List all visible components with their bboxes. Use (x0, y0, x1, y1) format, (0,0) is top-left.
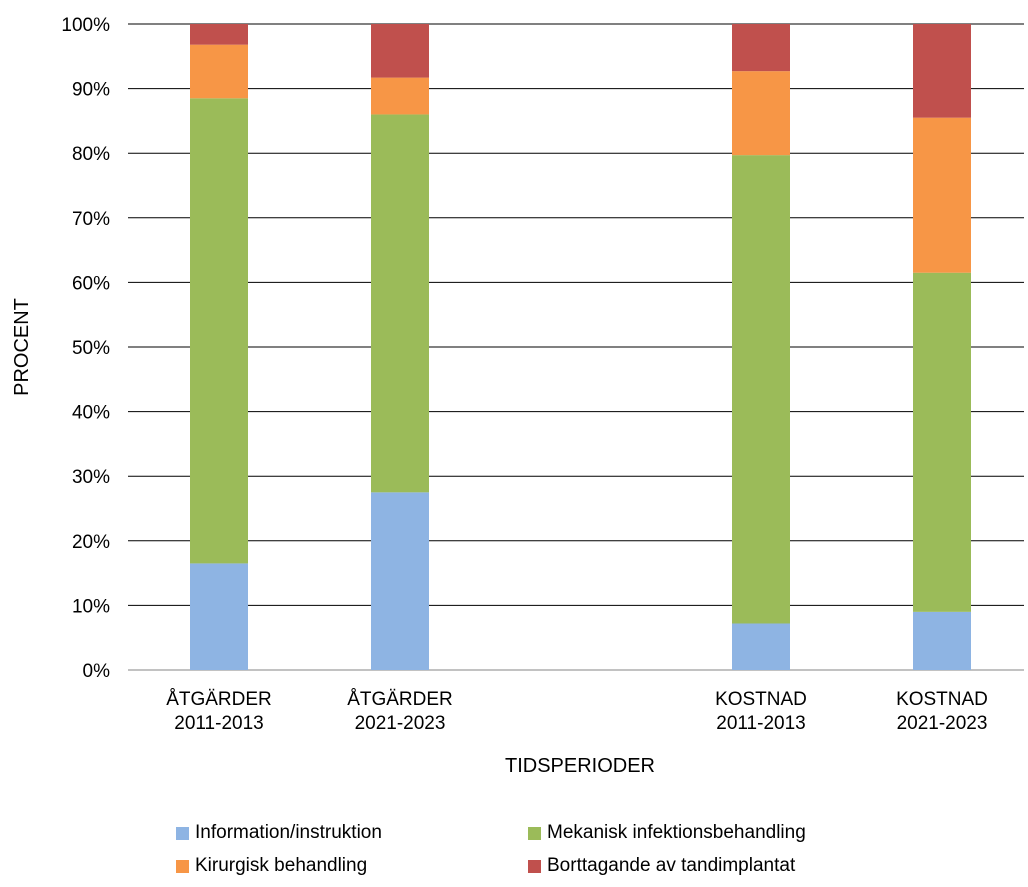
x-category-label: 2021-2023 (355, 713, 446, 734)
bar-segment (732, 623, 790, 670)
x-category-label: 2021-2023 (897, 713, 988, 734)
y-tick-label: 50% (72, 338, 110, 359)
bar-segment (371, 114, 429, 493)
bar-segment (190, 98, 248, 564)
x-category-label: 2011-2013 (716, 713, 805, 734)
x-axis-categories: ÅTGÄRDER 2011-2013 ÅTGÄRDER 2021-2023 KOSTNA… (166, 689, 988, 734)
bar-segment (190, 24, 248, 45)
bar-segment (732, 24, 790, 72)
y-axis-ticks: 0% 10% 20% 30% 40% 50% 60% 70% 80% 90% 100% (61, 15, 110, 682)
gridlines (128, 23, 1024, 671)
legend-item-kirurgisk: Kirurgisk behandling (176, 855, 367, 877)
y-tick-label: 80% (72, 144, 110, 165)
bar-segment (913, 117, 971, 273)
x-category-label: ÅTGÄRDER (166, 689, 272, 710)
x-axis-title: TIDSPERIODER (505, 755, 655, 777)
bar-segment (732, 71, 790, 156)
legend-label-mekanisk: Mekanisk infektionsbehandling (547, 822, 806, 843)
stacked-bar-chart: 0% 10% 20% 30% 40% 50% 60% 70% 80% 90% 100% ÅTGÄRD… (11, 15, 1024, 777)
y-tick-label: 40% (72, 403, 110, 424)
y-tick-label: 100% (61, 15, 110, 36)
bar-segment (371, 24, 429, 78)
bar-segment (732, 155, 790, 624)
legend-label-kirurgisk: Kirurgisk behandling (195, 855, 368, 876)
y-tick-label: 0% (83, 661, 111, 682)
y-tick-label: 10% (72, 596, 110, 617)
bar-segment (371, 77, 429, 115)
bars (190, 24, 971, 670)
y-tick-label: 30% (72, 467, 110, 488)
legend-item-mekanisk: Mekanisk infektionsbehandling (528, 822, 806, 844)
bar-segment (913, 272, 971, 612)
bar-segment (371, 492, 429, 670)
y-tick-label: 20% (72, 532, 110, 553)
y-tick-label: 90% (72, 80, 110, 101)
bar-segment (913, 611, 971, 670)
legend-label-borttagande: Borttagande av tandimplantat (547, 855, 796, 876)
legend-item-information: Information/instruktion (176, 822, 382, 844)
legend-swatch-kirurgisk (176, 859, 189, 873)
bar-segment (190, 563, 248, 670)
bar-segment (913, 24, 971, 118)
x-category-label: KOSTNAD (715, 689, 807, 710)
legend-item-borttagande: Borttagande av tandimplantat (528, 855, 795, 877)
bar-segment (190, 44, 248, 99)
legend-swatch-borttagande (528, 859, 541, 873)
legend-swatch-information (176, 826, 189, 840)
x-category-label: ÅTGÄRDER (347, 689, 453, 710)
x-category-label: 2011-2013 (174, 713, 263, 734)
x-category-label: KOSTNAD (896, 689, 988, 710)
y-tick-label: 60% (72, 273, 110, 294)
legend-label-information: Information/instruktion (195, 822, 382, 843)
y-tick-label: 70% (72, 209, 110, 230)
y-axis-title: PROCENT (11, 298, 33, 396)
legend-swatch-mekanisk (528, 826, 541, 840)
